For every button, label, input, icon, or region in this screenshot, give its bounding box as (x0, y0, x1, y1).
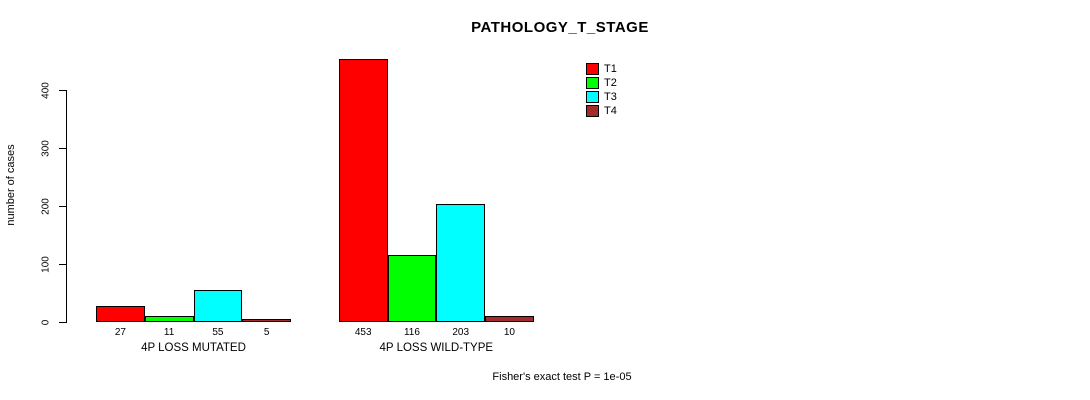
y-tick-100 (59, 264, 66, 265)
y-tick-label-300: 300 (40, 139, 52, 157)
legend-item-T4: T4 (586, 104, 617, 118)
bar-value-T1-group-1: 453 (354, 327, 372, 338)
statistical-test-annotation: Fisher's exact test P = 1e-05 (492, 371, 632, 383)
chart-title: PATHOLOGY_T_STAGE (471, 19, 649, 36)
legend-label-T1: T1 (604, 63, 617, 75)
bar-T4-group-1 (485, 316, 534, 322)
bar-value-T4-group-0: 5 (263, 327, 270, 338)
y-tick-label-0: 0 (40, 319, 52, 325)
bar-T1-group-1 (338, 59, 388, 322)
y-axis-line (66, 90, 67, 323)
legend-swatch-T3 (586, 91, 599, 103)
bar-value-T3-group-1: 203 (452, 327, 470, 338)
bar-value-T4-group-1: 10 (503, 327, 515, 338)
y-tick-400 (59, 90, 66, 91)
legend-item-T1: T1 (586, 62, 617, 76)
bar-value-T2-group-0: 11 (163, 327, 175, 338)
y-tick-label-100: 100 (40, 255, 52, 273)
legend-swatch-T1 (586, 63, 599, 75)
bar-T3-group-0 (193, 290, 243, 322)
legend-label-T3: T3 (604, 91, 617, 103)
y-tick-200 (59, 206, 66, 207)
bar-T2-group-0 (144, 315, 194, 322)
legend-swatch-T2 (586, 77, 599, 89)
group-label-1: 4P LOSS WILD-TYPE (379, 342, 494, 354)
legend-swatch-T4 (586, 105, 599, 117)
bar-T4-group-0 (242, 319, 291, 322)
y-axis-label: number of cases (5, 144, 17, 226)
legend-item-T3: T3 (586, 90, 617, 104)
legend-label-T4: T4 (604, 105, 617, 117)
y-tick-0 (59, 322, 66, 323)
bar-T2-group-1 (387, 254, 437, 322)
bar-value-T1-group-0: 27 (114, 327, 126, 338)
bar-T3-group-1 (436, 204, 486, 322)
y-tick-300 (59, 148, 66, 149)
legend-label-T2: T2 (604, 77, 617, 89)
bar-value-T3-group-0: 55 (212, 327, 224, 338)
bar-T1-group-0 (96, 306, 145, 322)
bar-value-T2-group-1: 116 (403, 327, 420, 338)
legend-item-T2: T2 (586, 76, 617, 90)
y-tick-label-200: 200 (40, 197, 52, 215)
y-tick-label-400: 400 (40, 81, 52, 99)
legend: T1 T2 T3 T4 (586, 62, 617, 118)
group-label-0: 4P LOSS MUTATED (141, 342, 246, 354)
